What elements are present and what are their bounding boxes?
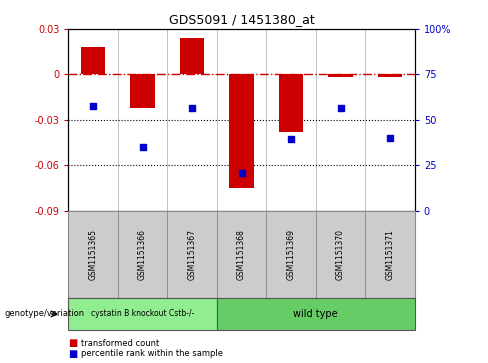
Text: wild type: wild type: [293, 309, 338, 319]
Title: GDS5091 / 1451380_at: GDS5091 / 1451380_at: [169, 13, 314, 26]
Bar: [229, 74, 254, 188]
Text: percentile rank within the sample: percentile rank within the sample: [81, 350, 223, 358]
Point: [337, 105, 345, 111]
Text: GSM1151368: GSM1151368: [237, 229, 246, 280]
Text: GSM1151369: GSM1151369: [286, 229, 296, 280]
Point: [89, 103, 97, 109]
Text: genotype/variation: genotype/variation: [5, 310, 85, 318]
Point: [238, 170, 245, 176]
Text: ■: ■: [68, 349, 78, 359]
Bar: [378, 74, 403, 77]
Bar: [180, 38, 204, 74]
Text: GSM1151370: GSM1151370: [336, 229, 345, 280]
Point: [188, 105, 196, 111]
Bar: [328, 74, 353, 77]
Point: [139, 144, 146, 150]
Point: [287, 136, 295, 142]
Text: GSM1151367: GSM1151367: [187, 229, 197, 280]
Bar: [279, 74, 304, 132]
Text: transformed count: transformed count: [81, 339, 159, 347]
Text: GSM1151365: GSM1151365: [88, 229, 98, 280]
Bar: [81, 47, 105, 74]
Bar: [130, 74, 155, 108]
Text: GSM1151366: GSM1151366: [138, 229, 147, 280]
Point: [386, 135, 394, 141]
Text: cystatin B knockout Cstb-/-: cystatin B knockout Cstb-/-: [91, 310, 194, 318]
Text: GSM1151371: GSM1151371: [386, 229, 395, 280]
Text: ■: ■: [68, 338, 78, 348]
